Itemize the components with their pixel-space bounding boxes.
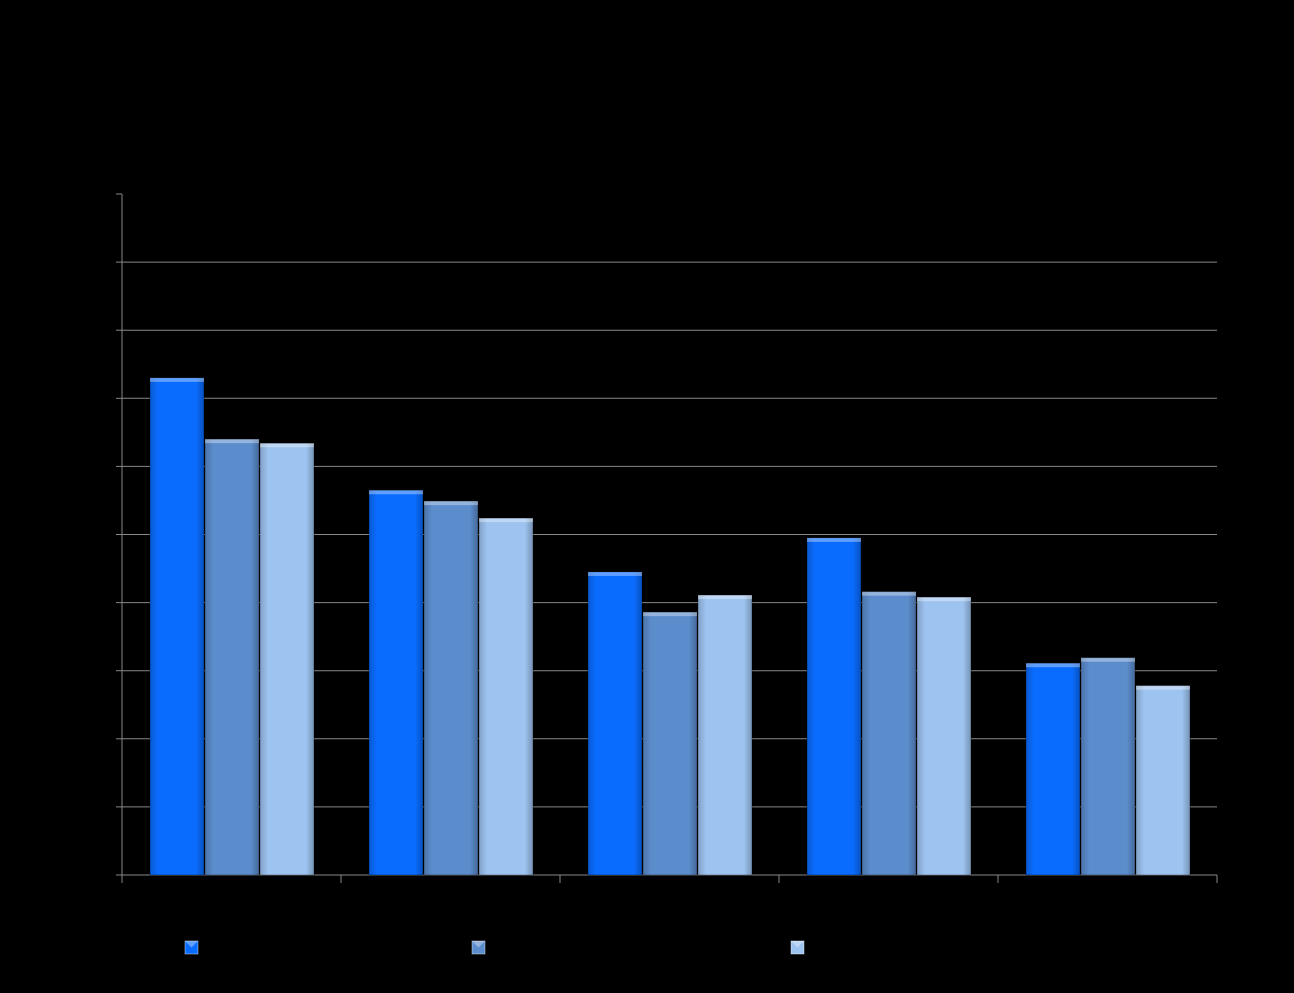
bar (423, 500, 479, 876)
y-tick-label: 8 (104, 321, 112, 337)
bar-cap (698, 595, 752, 600)
bar-cap (150, 377, 204, 382)
y-tick-label: 7 (104, 389, 112, 405)
bar (368, 489, 424, 876)
legend-marker (471, 940, 486, 955)
bar (587, 571, 643, 876)
y-tick-label: 6 (104, 457, 112, 473)
bar (478, 517, 534, 876)
bar-cap (807, 537, 861, 542)
bar (1025, 662, 1081, 876)
bar (642, 611, 698, 876)
legend-marker-bevel (791, 941, 804, 948)
bar-cap (260, 443, 314, 448)
y-tick-label: 0 (104, 866, 112, 882)
legend-marker (790, 940, 805, 955)
bar-cap (1136, 685, 1190, 690)
legend-marker-bevel (472, 941, 485, 948)
bar-cap (1026, 663, 1080, 668)
bar (916, 596, 972, 876)
bar-cap (588, 571, 642, 576)
bar (204, 438, 260, 876)
bar (1135, 685, 1191, 876)
bar-cap (917, 597, 971, 602)
bar-cap (643, 612, 697, 617)
y-tick-label: 9 (104, 253, 112, 269)
bar (149, 377, 205, 876)
bar (1080, 657, 1136, 876)
y-tick-label: 4 (104, 593, 112, 609)
bar (806, 537, 862, 876)
bar (697, 594, 753, 876)
bar-cap (205, 439, 259, 444)
y-tick-label: 2 (104, 730, 112, 746)
bar-cap (369, 490, 423, 495)
bar-cap (1081, 657, 1135, 662)
y-tick-label: 3 (104, 661, 112, 677)
y-tick-label: 5 (104, 525, 112, 541)
bar-cap (479, 518, 533, 523)
legend-marker (184, 940, 199, 955)
bar-cap (862, 591, 916, 596)
bar (861, 591, 917, 876)
y-tick-label: 10 (96, 185, 112, 201)
bar (259, 442, 315, 876)
bar-cap (424, 501, 478, 506)
y-tick-label: 1 (104, 798, 112, 814)
legend-marker-bevel (185, 941, 198, 948)
